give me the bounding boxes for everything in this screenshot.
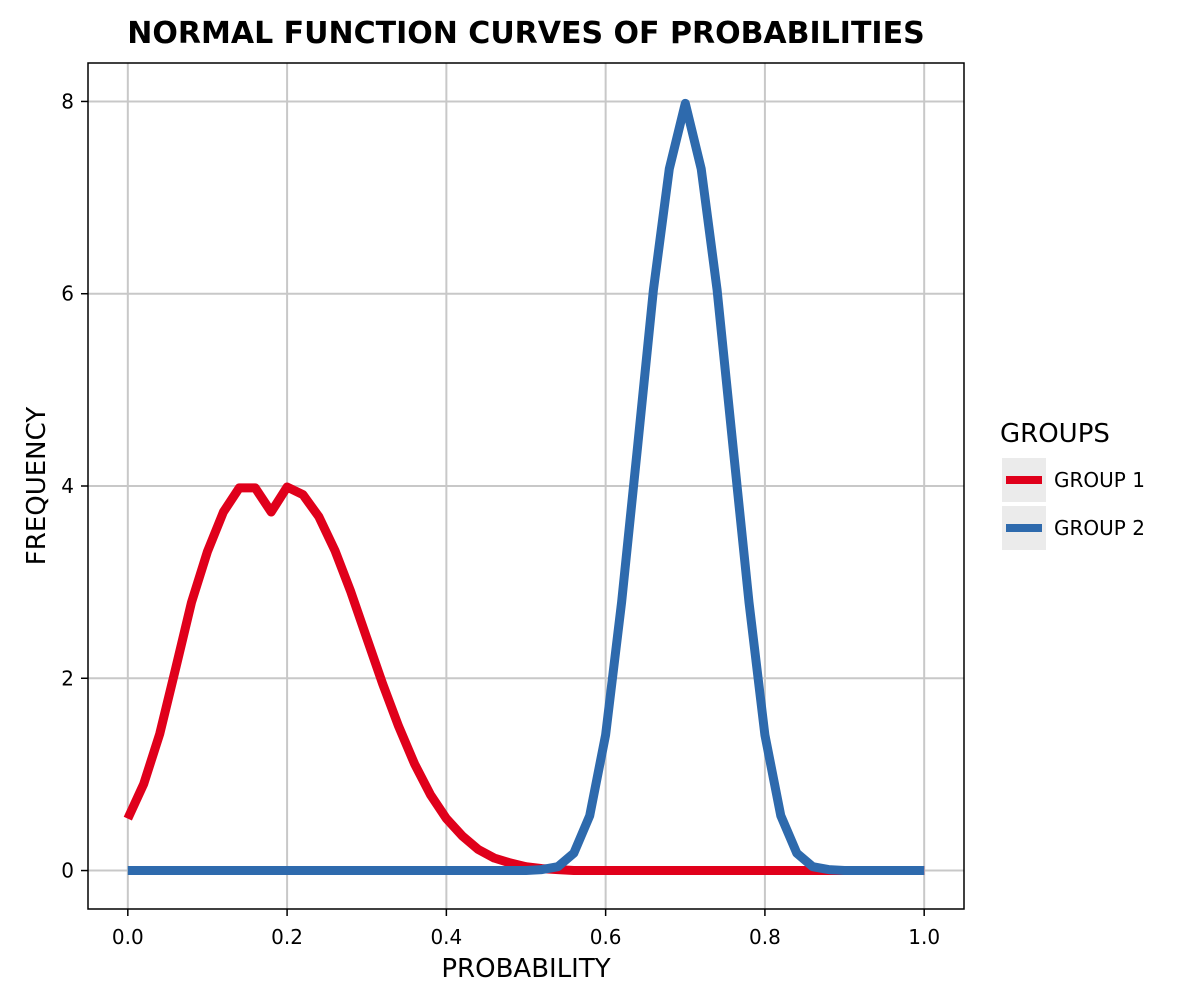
series-layer <box>123 98 925 875</box>
x-axis: 0.0 0.2 0.4 0.6 0.8 1.0 <box>112 909 940 949</box>
x-tick-label: 0.0 <box>112 925 144 949</box>
legend: GROUPS GROUP 1 GROUP 2 <box>1000 419 1145 550</box>
y-axis: 0 2 4 6 8 <box>61 89 88 883</box>
legend-label: GROUP 1 <box>1054 468 1145 492</box>
legend-item: GROUP 1 <box>1002 458 1145 502</box>
chart-title: NORMAL FUNCTION CURVES OF PROBABILITIES <box>127 16 924 51</box>
x-tick-label: 1.0 <box>908 925 940 949</box>
grid-layer <box>88 63 964 909</box>
x-axis-title: PROBABILITY <box>441 954 610 984</box>
y-tick-label: 4 <box>61 474 74 498</box>
x-tick-label: 0.4 <box>430 925 462 949</box>
legend-title: GROUPS <box>1000 419 1110 449</box>
legend-label: GROUP 2 <box>1054 516 1145 540</box>
y-tick-label: 6 <box>61 282 74 306</box>
y-axis-title: FREQUENCY <box>22 407 52 566</box>
x-tick-label: 0.6 <box>590 925 622 949</box>
x-tick-label: 0.8 <box>749 925 781 949</box>
y-tick-label: 8 <box>61 89 74 113</box>
x-tick-label: 0.2 <box>271 925 303 949</box>
legend-items: GROUP 1 GROUP 2 <box>1002 458 1145 550</box>
legend-item: GROUP 2 <box>1002 506 1145 550</box>
y-tick-label: 2 <box>61 666 74 690</box>
series-line-2 <box>127 98 925 875</box>
y-tick-label: 0 <box>61 859 74 883</box>
